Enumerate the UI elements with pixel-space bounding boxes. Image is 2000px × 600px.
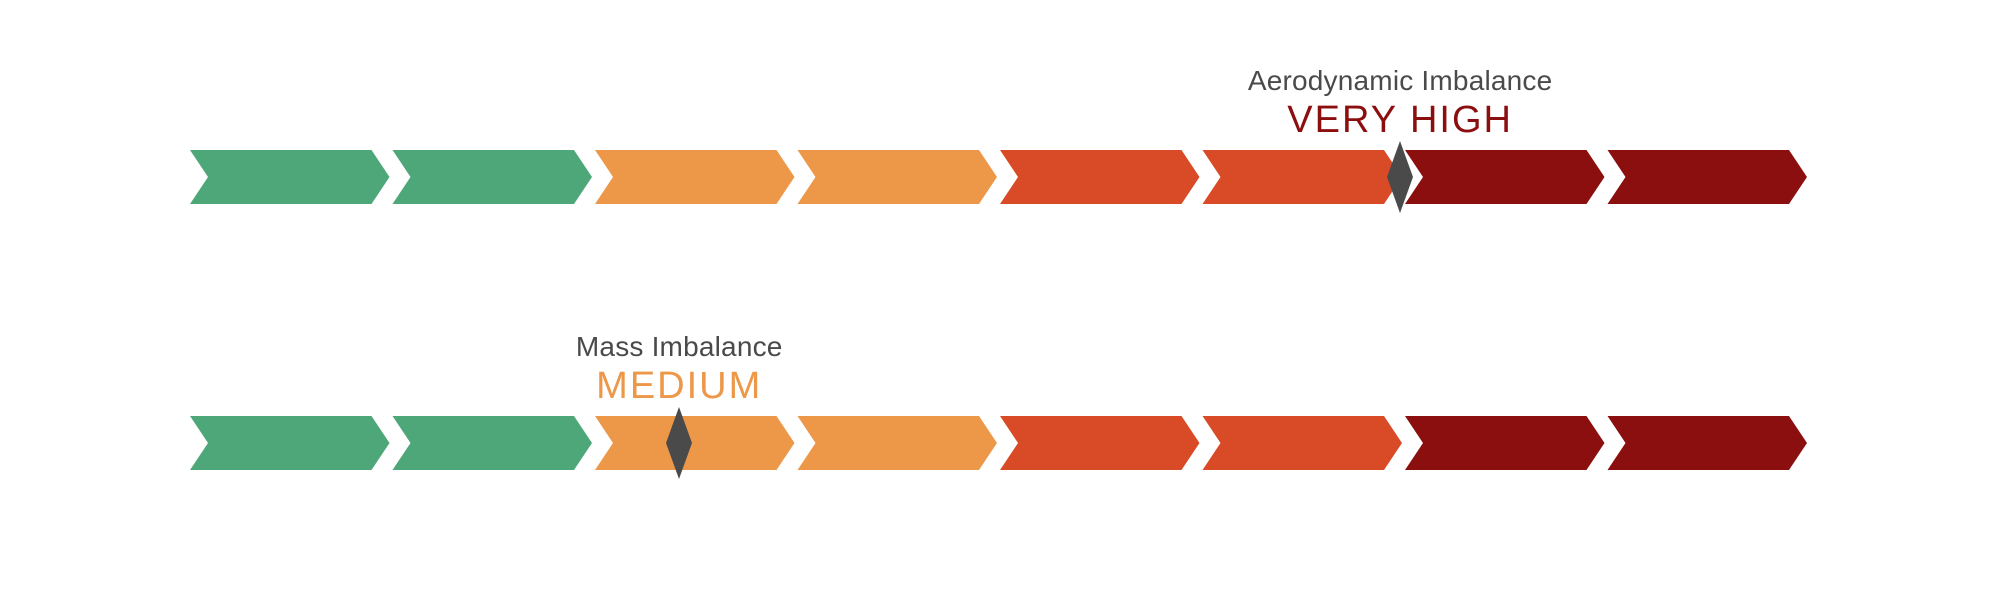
severity-segment — [393, 150, 593, 204]
severity-segment — [1405, 416, 1605, 470]
severity-segment — [798, 416, 998, 470]
gauge-level: VERY HIGH — [1248, 99, 1553, 142]
severity-segment — [1000, 150, 1200, 204]
severity-segment — [595, 150, 795, 204]
severity-segment — [798, 150, 998, 204]
gauge-title: Aerodynamic Imbalance — [1248, 65, 1553, 97]
severity-bar: Mass ImbalanceMEDIUM — [190, 416, 1810, 470]
severity-segment — [595, 416, 795, 470]
severity-segment — [1608, 150, 1808, 204]
severity-segment — [1405, 150, 1605, 204]
severity-segment — [393, 416, 593, 470]
gauge-label-block: Aerodynamic ImbalanceVERY HIGH — [1248, 65, 1553, 142]
severity-segment — [1203, 150, 1403, 204]
severity-bar: Aerodynamic ImbalanceVERY HIGH — [190, 150, 1810, 204]
severity-segment — [190, 416, 390, 470]
severity-segment — [1608, 416, 1808, 470]
severity-segment — [1203, 416, 1403, 470]
severity-segment — [1000, 416, 1200, 470]
gauge-level: MEDIUM — [576, 365, 783, 408]
severity-gauge: Mass ImbalanceMEDIUM — [190, 328, 1810, 470]
gauge-title: Mass Imbalance — [576, 331, 783, 363]
gauge-label-block: Mass ImbalanceMEDIUM — [576, 331, 783, 408]
severity-gauge: Aerodynamic ImbalanceVERY HIGH — [190, 62, 1810, 204]
severity-segment — [190, 150, 390, 204]
